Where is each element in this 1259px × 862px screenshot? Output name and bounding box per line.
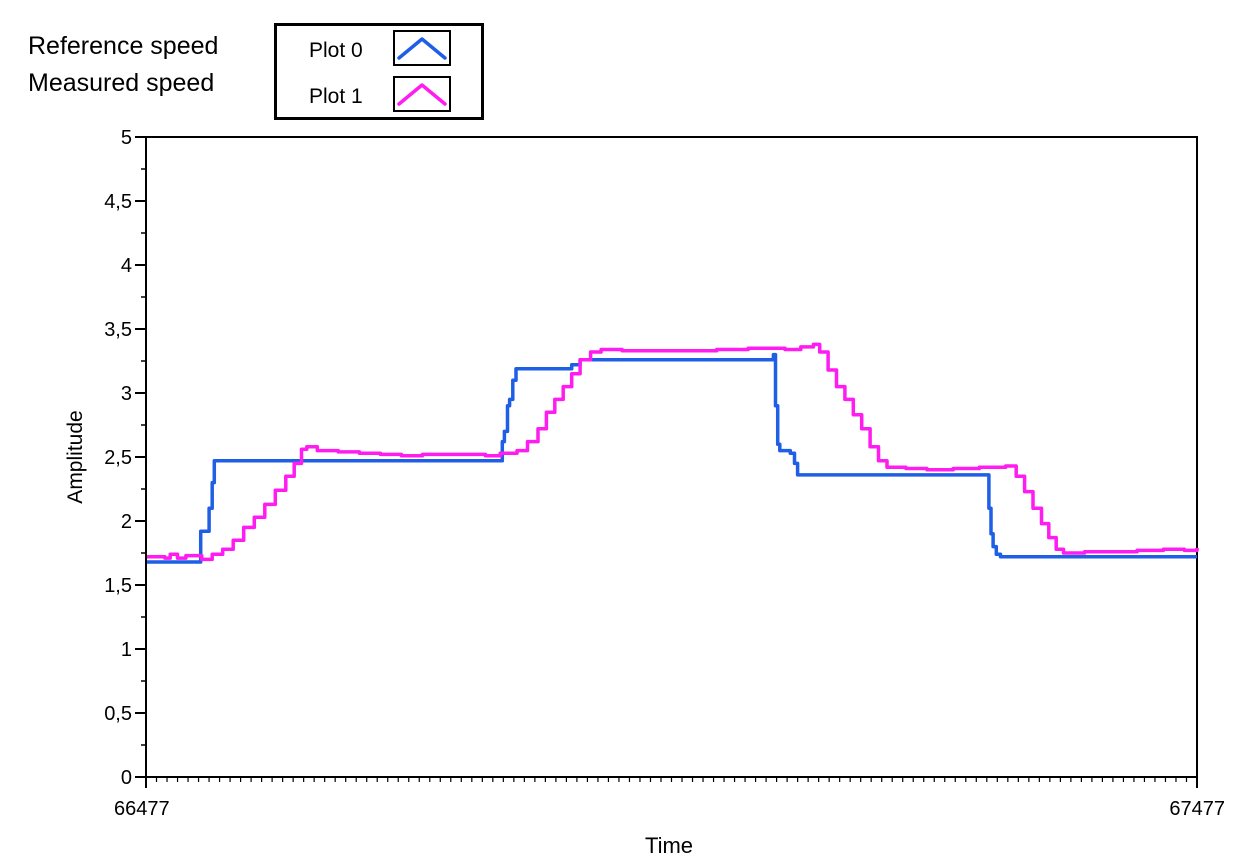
series-line-plot-1 — [146, 342, 1199, 562]
y-tick-label: 1 — [121, 639, 132, 661]
y-tick-label: 4 — [121, 255, 132, 277]
legend-item-plot-0[interactable]: Plot 0 — [277, 30, 481, 70]
series-label-reference-speed: Reference speed — [28, 32, 219, 60]
plot-legend[interactable]: Plot 0 Plot 1 — [274, 23, 484, 120]
y-tick-label: 5 — [121, 127, 132, 149]
plot-area — [145, 136, 1198, 778]
legend-swatch-line-plot-1 — [397, 83, 447, 106]
legend-label-plot-1: Plot 1 — [309, 85, 363, 108]
legend-swatch-plot-1[interactable] — [393, 76, 451, 112]
y-tick-label: 3,5 — [104, 319, 132, 341]
x-axis: 66477 67477 — [114, 776, 1225, 820]
legend-item-plot-1[interactable]: Plot 1 — [277, 76, 481, 116]
x-axis-label: Time — [645, 833, 693, 858]
series-layer — [146, 342, 1199, 564]
x-tick-label: 66477 — [114, 798, 170, 820]
legend-label-plot-0: Plot 0 — [309, 39, 363, 62]
y-tick-label: 0,5 — [104, 703, 132, 725]
y-axis: 0 0,5 1 1,5 2 2,5 3 3,5 4 4,5 5 — [104, 127, 147, 789]
y-tick-label: 3 — [121, 383, 132, 405]
y-tick-label: 2,5 — [104, 447, 132, 469]
y-tick-label: 1,5 — [104, 575, 132, 597]
legend-swatch-line-plot-0 — [397, 37, 447, 60]
y-tick-label: 4,5 — [104, 191, 132, 213]
y-axis-label: Amplitude — [64, 410, 87, 503]
series-label-measured-speed: Measured speed — [28, 69, 215, 97]
legend-swatch-plot-0[interactable] — [393, 30, 451, 66]
y-tick-label: 2 — [121, 511, 132, 533]
x-tick-label: 67477 — [1169, 798, 1225, 820]
y-tick-label: 0 — [121, 767, 132, 789]
